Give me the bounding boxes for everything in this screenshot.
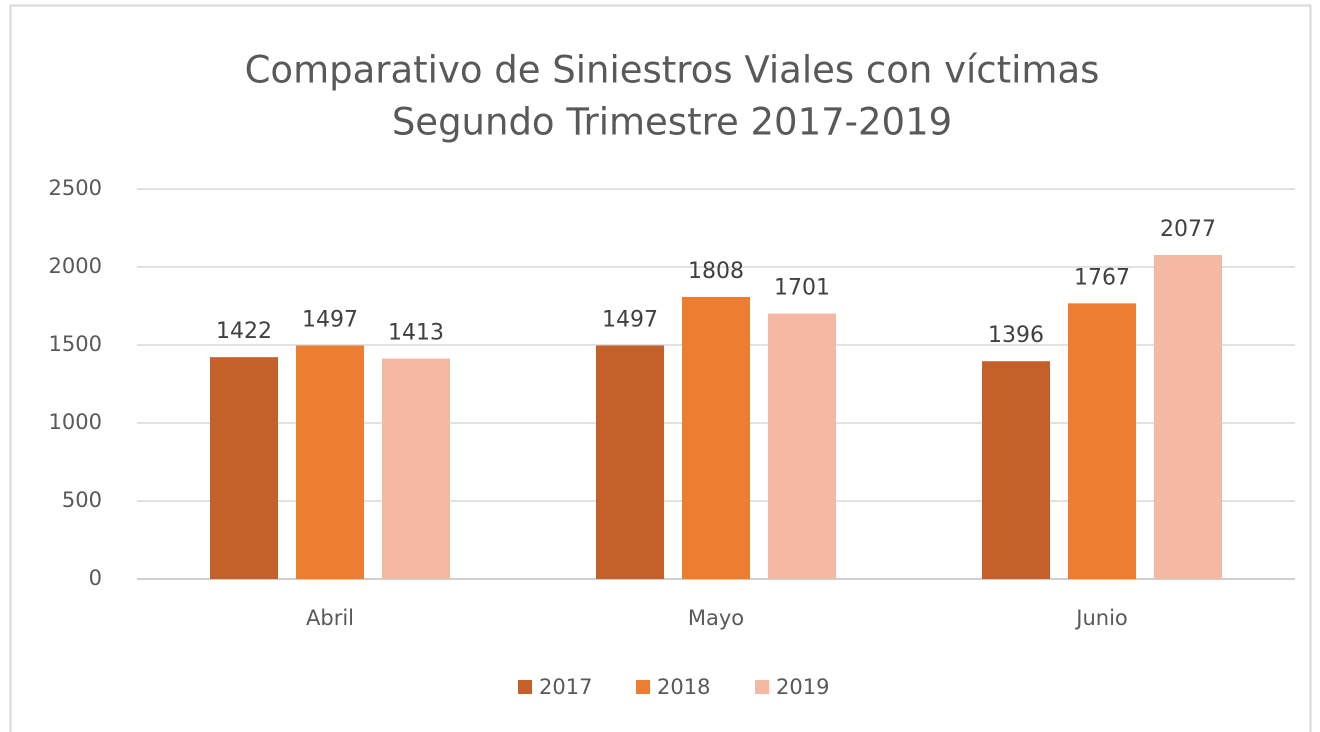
chart-title: Comparativo de Siniestros Viales con víc…	[245, 49, 1100, 92]
y-tick-label: 0	[89, 566, 102, 590]
x-tick-label: Mayo	[688, 606, 744, 630]
value-label: 1701	[774, 276, 830, 301]
value-label: 1396	[988, 323, 1044, 348]
bar	[296, 345, 364, 579]
legend-swatch	[755, 680, 769, 694]
bar	[1154, 254, 1222, 579]
y-tick-label: 500	[62, 488, 102, 512]
bar	[596, 345, 664, 579]
legend-label: 2017	[539, 675, 592, 699]
bar	[210, 357, 278, 579]
bar	[382, 358, 450, 579]
y-tick-label: 1500	[49, 332, 102, 356]
bar	[1068, 303, 1136, 579]
chart-title: Segundo Trimestre 2017-2019	[392, 101, 952, 144]
bar	[982, 361, 1050, 579]
legend-label: 2019	[776, 675, 829, 699]
value-label: 1413	[388, 321, 444, 346]
legend-swatch	[518, 680, 532, 694]
bar	[768, 313, 836, 579]
value-label: 1767	[1074, 265, 1130, 290]
value-label: 1497	[302, 307, 358, 332]
y-tick-label: 2500	[49, 176, 102, 200]
value-label: 1422	[216, 319, 272, 344]
y-tick-label: 1000	[49, 410, 102, 434]
value-label: 2077	[1160, 217, 1216, 242]
legend-swatch	[636, 680, 650, 694]
value-label: 1808	[688, 259, 744, 284]
x-tick-label: Junio	[1074, 606, 1128, 630]
x-tick-label: Abril	[306, 606, 354, 630]
y-tick-label: 2000	[49, 254, 102, 278]
legend-label: 2018	[657, 675, 710, 699]
bar	[682, 296, 750, 579]
value-label: 1497	[602, 307, 658, 332]
